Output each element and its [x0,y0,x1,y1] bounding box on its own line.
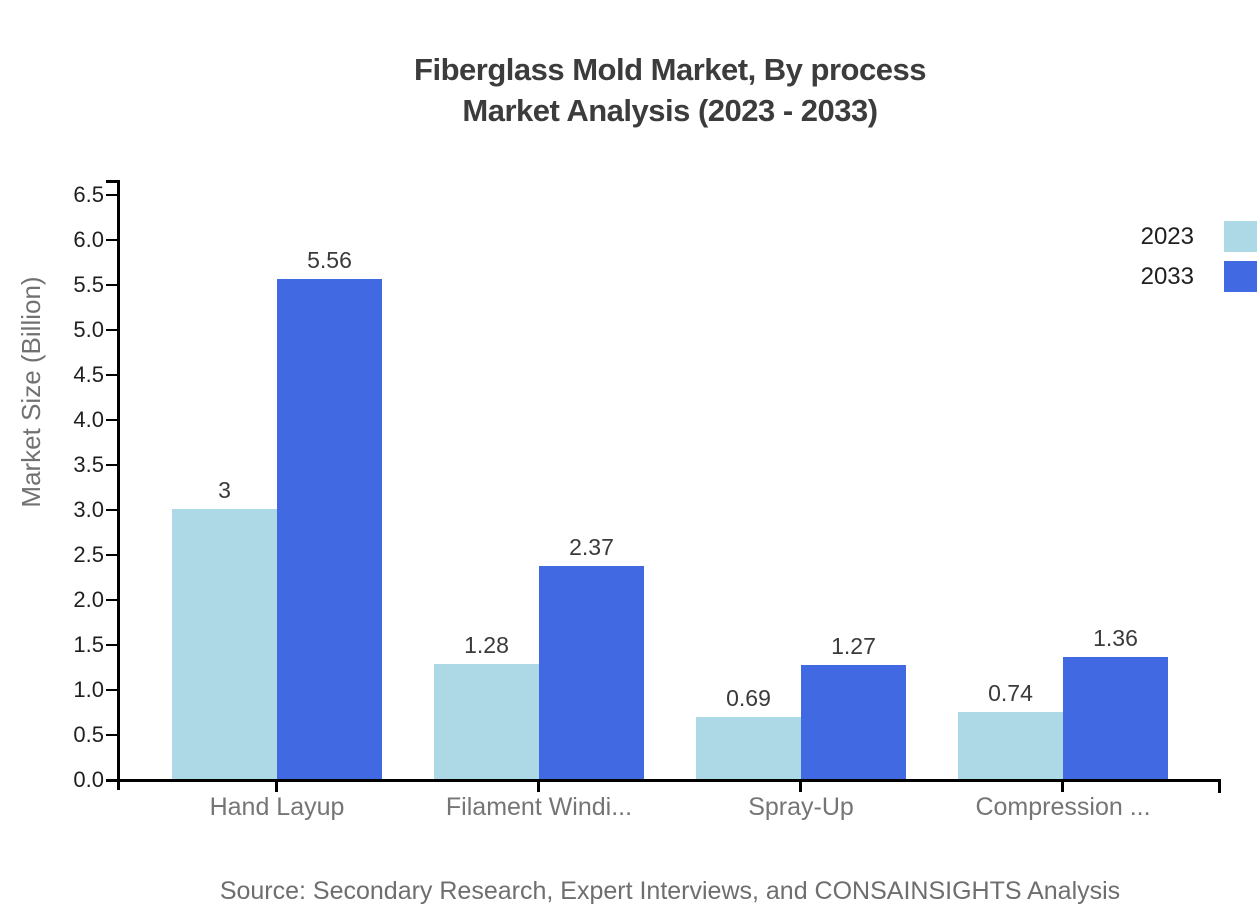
x-tick-mark [799,782,802,792]
source-note: Source: Secondary Research, Expert Inter… [219,877,1121,905]
x-tick-mark [275,782,278,792]
bar-value-label: 3 [218,477,231,503]
legend-label: 2033 [1140,262,1194,290]
y-tick-label: 3.5 [73,452,104,477]
legend-swatch [1224,221,1257,252]
y-tick-mark [106,419,117,421]
bar-value-label: 0.69 [726,684,771,711]
bar-2033 [801,664,906,779]
bar-value-label: 1.27 [831,632,876,659]
bar-2023 [696,716,801,779]
y-tick-label: 6.0 [73,227,104,252]
x-category-label: Filament Windi... [445,793,633,821]
y-tick-label: 4.5 [73,362,104,387]
legend-item-2033: 2033 [1141,261,1257,292]
legend-swatch [1224,261,1257,292]
bar-2023 [172,509,277,779]
x-tick-mark [1061,782,1064,792]
y-tick-label: 1.5 [73,632,104,657]
bar-value-label: 1.28 [464,631,509,658]
y-tick-mark [106,374,117,376]
y-tick-label: 6.5 [73,182,104,207]
y-tick-mark [106,689,117,691]
y-axis-end-tick [106,180,120,183]
y-tick-label: 3.0 [73,497,104,522]
y-tick-label: 4.0 [73,407,104,432]
y-tick-mark [106,734,117,736]
x-axis-end-tick [1218,779,1221,793]
y-tick-label: 0.0 [73,767,104,792]
y-tick-label: 2.0 [73,587,104,612]
y-tick-mark [106,779,117,781]
x-category-label: Spray-Up [748,793,854,821]
chart-title-line2: Market Analysis (2023 - 2033) [462,93,878,128]
y-tick-label: 5.0 [73,317,104,342]
chart-title: Fiberglass Mold Market, By process Marke… [119,49,1221,131]
y-tick-mark [106,194,117,196]
y-axis-line [117,180,120,790]
y-tick-label: 1.0 [73,677,104,702]
y-tick-mark [106,509,117,511]
bar-value-label: 0.74 [988,680,1033,707]
y-tick-mark [106,464,117,466]
bar-value-label: 1.36 [1093,624,1138,651]
bar-2033 [1063,656,1168,779]
x-tick-mark [537,782,540,792]
y-tick-mark [106,239,117,241]
y-tick-label: 5.5 [73,272,104,297]
x-category-label: Hand Layup [209,793,345,821]
y-tick-mark [106,599,117,601]
legend-item-2023: 2023 [1141,221,1257,252]
bar-2023 [958,712,1063,779]
y-tick-mark [106,329,117,331]
bar-value-label: 5.56 [307,246,352,273]
y-tick-mark [106,644,117,646]
x-axis-line [106,779,1221,782]
bar-value-label: 2.37 [569,533,614,560]
y-tick-label: 2.5 [73,542,104,567]
bar-2033 [539,565,644,779]
x-category-label: Compression ... [975,793,1151,821]
y-tick-mark [106,554,117,556]
bar-2023 [434,663,539,779]
y-tick-mark [106,284,117,286]
y-tick-label: 0.5 [73,722,104,747]
legend-label: 2023 [1140,222,1194,250]
bar-2033 [277,278,382,779]
chart-title-line1: Fiberglass Mold Market, By process [414,52,926,87]
